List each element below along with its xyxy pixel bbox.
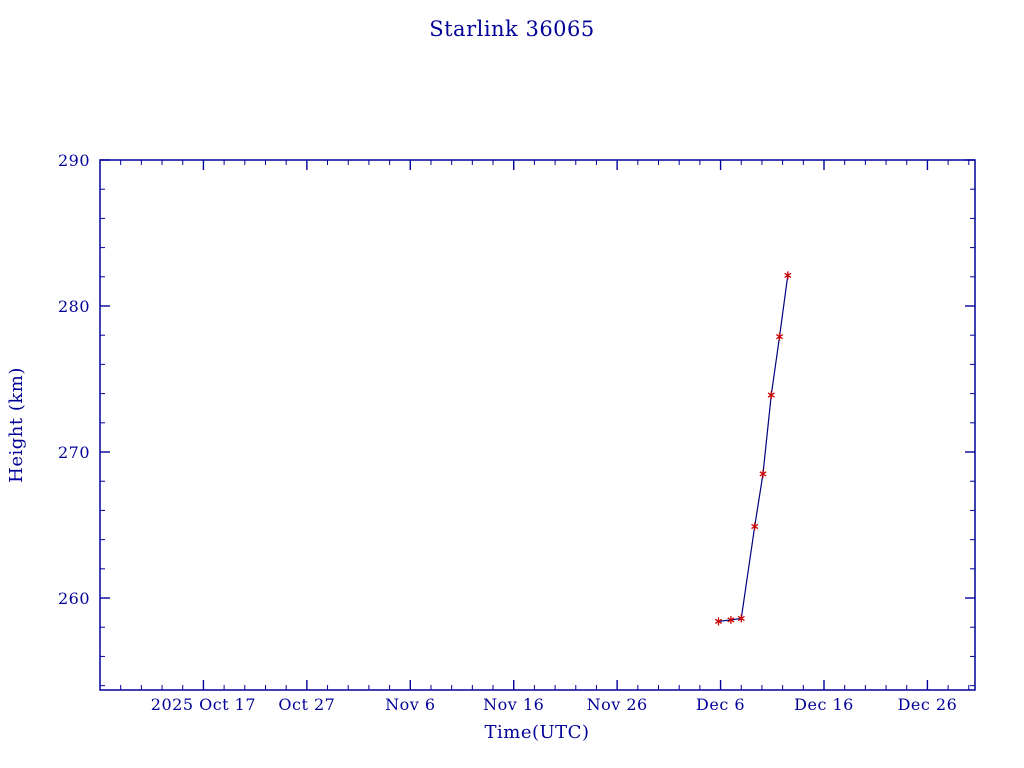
data-point-marker [714, 617, 723, 626]
y-tick-label: 280 [58, 297, 90, 316]
chart-canvas: 2025 Oct 17 Oct 27 Nov 6 Nov 16 Nov 26 Dec 6 D… [58, 151, 976, 714]
data-point-marker [759, 469, 767, 478]
axis-frame [99, 159, 976, 691]
data-line [718, 275, 789, 622]
chart-title: Starlink 36065 [429, 17, 595, 41]
data-point-marker [727, 615, 735, 624]
y-tick-label: 260 [58, 589, 90, 608]
data-points [714, 271, 792, 626]
x-tick-label: Dec 16 [794, 695, 854, 714]
x-tick-label: Nov 16 [483, 695, 544, 714]
x-tick-label: Nov 6 [385, 695, 435, 714]
y-axis-ticks: 260 270 280 290 [58, 151, 975, 687]
data-point-marker [737, 614, 745, 623]
data-point-marker [751, 522, 759, 531]
x-axis-ticks: 2025 Oct 17 Oct 27 Nov 6 Nov 16 Nov 26 Dec 6 D… [99, 160, 970, 714]
x-tick-label: Dec 26 [898, 695, 958, 714]
x-tick-label: Dec 6 [696, 695, 745, 714]
x-tick-label: Oct 27 [278, 695, 335, 714]
data-point-marker [784, 271, 792, 280]
x-tick-label: 2025 Oct 17 [151, 695, 256, 714]
y-tick-label: 270 [58, 443, 90, 462]
x-axis-title: Time(UTC) [485, 722, 590, 743]
data-point-marker [767, 391, 775, 400]
x-tick-label: Nov 26 [587, 695, 648, 714]
y-axis-title: Height (km) [6, 367, 27, 483]
data-point-marker [775, 332, 784, 341]
y-tick-label: 290 [58, 151, 90, 170]
